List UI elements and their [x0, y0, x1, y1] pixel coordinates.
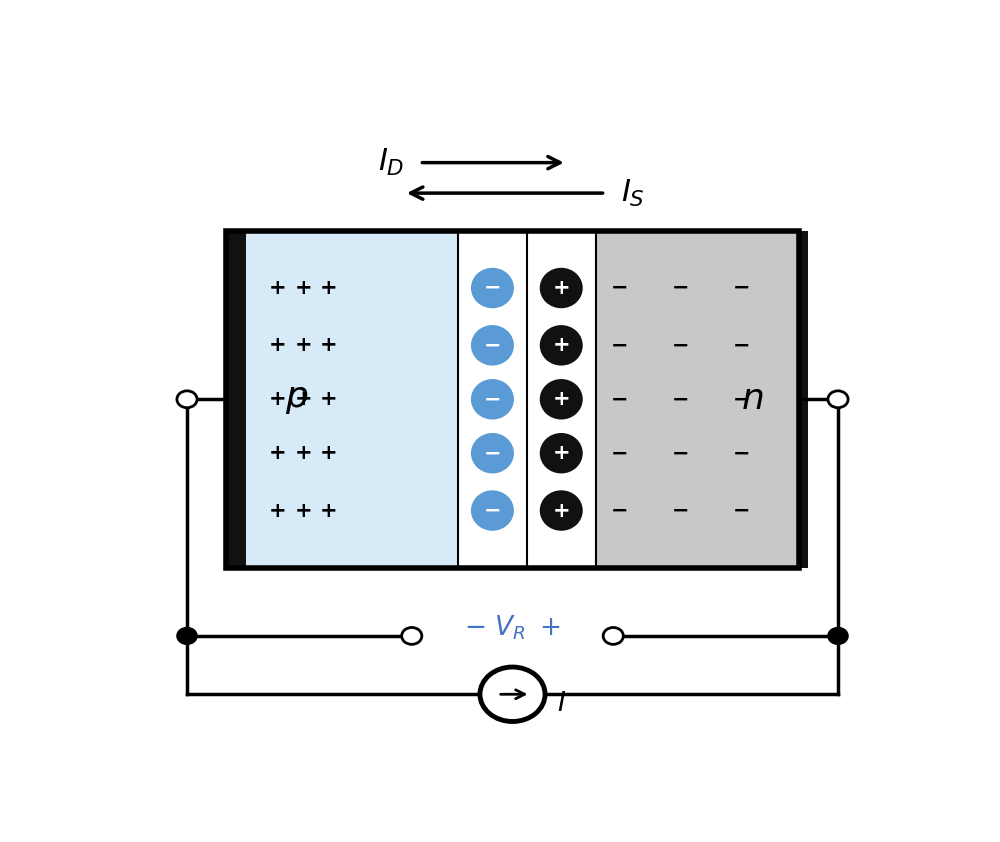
Text: −: −: [672, 500, 689, 520]
Text: $-\ V_R\ +$: $-\ V_R\ +$: [464, 614, 561, 642]
Text: +: +: [294, 335, 312, 355]
Text: +: +: [552, 389, 570, 409]
Text: −: −: [733, 443, 751, 463]
Text: −: −: [733, 335, 751, 355]
Bar: [226, 231, 246, 568]
Text: −: −: [610, 500, 628, 520]
Text: +: +: [294, 278, 312, 298]
Text: −: −: [610, 443, 628, 463]
Text: $I$: $I$: [557, 691, 566, 717]
Text: −: −: [672, 278, 689, 298]
Bar: [799, 231, 808, 568]
Text: −: −: [672, 335, 689, 355]
Text: +: +: [320, 500, 337, 520]
Circle shape: [177, 391, 197, 408]
Text: −: −: [610, 335, 628, 355]
Bar: [596, 231, 808, 568]
Text: $p$: $p$: [285, 382, 308, 416]
Text: −: −: [733, 500, 751, 520]
Text: −: −: [484, 389, 501, 409]
Text: +: +: [320, 335, 337, 355]
Text: −: −: [484, 500, 501, 520]
Text: +: +: [294, 500, 312, 520]
Ellipse shape: [540, 379, 583, 419]
Text: +: +: [552, 443, 570, 463]
Bar: [527, 231, 596, 568]
Ellipse shape: [471, 433, 514, 473]
Text: +: +: [552, 335, 570, 355]
Circle shape: [480, 667, 545, 722]
Bar: [226, 231, 799, 568]
Circle shape: [828, 627, 848, 644]
Text: +: +: [320, 443, 337, 463]
Text: +: +: [269, 278, 286, 298]
Ellipse shape: [471, 379, 514, 419]
Circle shape: [828, 391, 848, 408]
Text: $I_S$: $I_S$: [621, 178, 645, 209]
Text: −: −: [672, 443, 689, 463]
Text: +: +: [552, 500, 570, 520]
Ellipse shape: [471, 325, 514, 365]
Text: +: +: [320, 278, 337, 298]
Circle shape: [603, 627, 623, 644]
Text: +: +: [294, 443, 312, 463]
Ellipse shape: [540, 490, 583, 530]
Ellipse shape: [471, 490, 514, 530]
Text: +: +: [269, 335, 286, 355]
Text: $I_D$: $I_D$: [378, 147, 404, 179]
Text: −: −: [733, 278, 751, 298]
Text: +: +: [269, 443, 286, 463]
Text: +: +: [269, 389, 286, 409]
Text: −: −: [484, 278, 501, 298]
Text: −: −: [484, 335, 501, 355]
Ellipse shape: [540, 268, 583, 308]
Circle shape: [177, 627, 197, 644]
Text: $n$: $n$: [741, 382, 764, 416]
Ellipse shape: [471, 268, 514, 308]
Text: +: +: [294, 389, 312, 409]
Bar: [458, 231, 527, 568]
Ellipse shape: [540, 433, 583, 473]
Text: −: −: [733, 389, 751, 409]
Text: −: −: [610, 278, 628, 298]
Text: −: −: [484, 443, 501, 463]
Text: +: +: [320, 389, 337, 409]
Circle shape: [402, 627, 422, 644]
Bar: [246, 231, 458, 568]
Text: −: −: [672, 389, 689, 409]
Text: +: +: [269, 500, 286, 520]
Text: +: +: [552, 278, 570, 298]
Ellipse shape: [540, 325, 583, 365]
Text: −: −: [610, 389, 628, 409]
